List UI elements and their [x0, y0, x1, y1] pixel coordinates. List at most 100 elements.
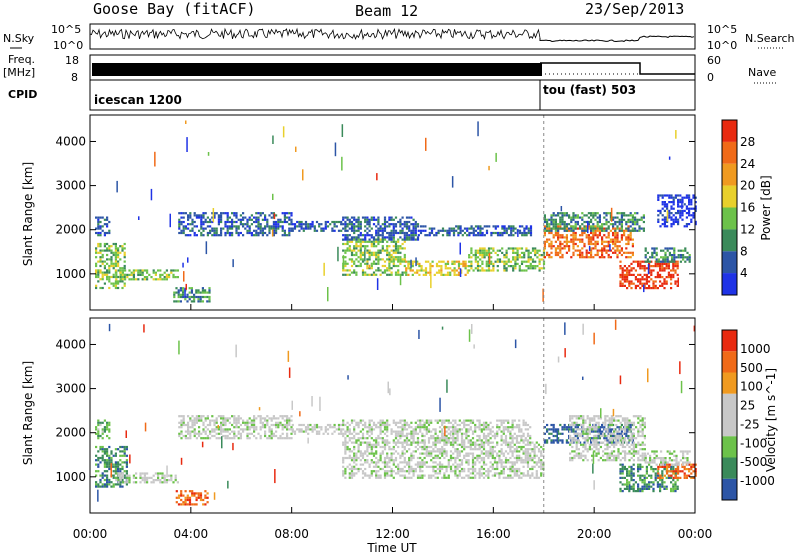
- echo-cell-6: [401, 273, 404, 276]
- echo-cell-0: [108, 258, 111, 261]
- echo-cell-4: [242, 234, 245, 237]
- echo-cell-8: [546, 423, 549, 427]
- echo-cell-4: [182, 229, 185, 232]
- echo-cell-13: [663, 280, 666, 283]
- echo-cell-11: [572, 245, 575, 248]
- echo-cell-6: [533, 443, 536, 446]
- echo-cell-9: [481, 256, 484, 259]
- echo-cell-12: [636, 218, 639, 221]
- echo-cell-6: [482, 456, 486, 460]
- echo-cell-10: [468, 227, 471, 230]
- echo-cell-10: [510, 231, 513, 235]
- echo-cell-6: [350, 465, 354, 468]
- echo-cell-10: [457, 227, 460, 230]
- echo-cell-1: [103, 430, 106, 433]
- echo-cell-7: [469, 419, 472, 422]
- echo-cell-2: [161, 273, 164, 276]
- echo-cell-6: [504, 459, 508, 462]
- echo-cell-10: [523, 231, 526, 235]
- echo-cell-6: [405, 463, 409, 466]
- echo-cell-2: [141, 472, 144, 475]
- echo-cell-15: [692, 194, 695, 197]
- echo-cell-14: [686, 258, 689, 261]
- echo-cell-4: [283, 231, 286, 235]
- echo-cell-7: [386, 220, 389, 224]
- echo-cell-0: [95, 251, 98, 254]
- echo-cell-4: [259, 227, 262, 230]
- echo-cell-10: [441, 229, 445, 232]
- echo-cell-7: [375, 234, 378, 237]
- echo-cell-9: [538, 262, 541, 265]
- echo-cell-11: [627, 256, 630, 259]
- echo-cell-7: [359, 225, 362, 228]
- echo-cell-3: [204, 490, 207, 493]
- echo-streak: [272, 135, 274, 144]
- echo-cell-6: [436, 448, 439, 451]
- echo-cell-4: [235, 225, 238, 228]
- echo-cell-9: [514, 251, 517, 254]
- echo-cell-7: [368, 426, 371, 429]
- echo-cell-7: [364, 423, 367, 427]
- echo-cell-6: [421, 470, 424, 473]
- echo-cell-10: [452, 227, 456, 230]
- echo-cell-9: [516, 254, 519, 257]
- echo-cell-11: [587, 242, 590, 246]
- echo-cell-7: [518, 430, 521, 433]
- echo-cell-13: [659, 267, 662, 270]
- echo-cell-12: [543, 216, 546, 219]
- echo-cell-6: [487, 470, 490, 473]
- echo-cell-2: [157, 269, 160, 272]
- echo-cell-7: [520, 428, 523, 431]
- echo-cell-7: [388, 225, 391, 228]
- echo-cell-11: [581, 251, 584, 254]
- echo-cell-6: [493, 467, 497, 471]
- echo-cell-10: [485, 231, 489, 235]
- echo-cell-11: [607, 245, 610, 248]
- echo-cell-10: [466, 229, 469, 232]
- echo-cell-1: [103, 234, 106, 237]
- echo-cell-7: [350, 227, 354, 230]
- echo-cell-7: [454, 430, 457, 433]
- echo-cell-4: [200, 234, 203, 237]
- echo-cell-15: [670, 207, 673, 210]
- echo-cell-5: [311, 223, 314, 226]
- echo-cell-8: [607, 428, 610, 431]
- echo-cell-6: [364, 467, 367, 471]
- echo-cell-6: [342, 456, 345, 460]
- echo-cell-3: [191, 492, 194, 495]
- echo-cell-3: [184, 496, 187, 499]
- echo-cell-2: [159, 278, 162, 281]
- echo-cell-3: [191, 490, 194, 493]
- echo-cell-10: [474, 229, 478, 232]
- echo-cell-9: [479, 249, 482, 252]
- echo-cell-6: [394, 271, 398, 274]
- echo-cell-2: [154, 273, 157, 276]
- echo-cell-6: [425, 452, 428, 455]
- echo-cell-0: [117, 476, 120, 479]
- echo-cell-3: [175, 496, 178, 499]
- echo-cell-7: [405, 223, 409, 226]
- echo-cell-14: [651, 254, 654, 257]
- echo-cell-9: [494, 260, 497, 263]
- echo-cell-11: [574, 249, 577, 252]
- echo-cell-7: [390, 236, 393, 239]
- echo-cell-5: [337, 423, 341, 427]
- echo-cell-7: [403, 419, 406, 422]
- echo-cell-12: [548, 229, 551, 232]
- echo-cell-15: [677, 205, 680, 208]
- echo-cell-6: [401, 247, 404, 250]
- echo-cell-6: [421, 452, 424, 455]
- echo-cell-2: [172, 481, 175, 484]
- echo-cell-15: [674, 218, 677, 221]
- echo-cell-6: [522, 461, 525, 464]
- echo-cell-7: [482, 421, 486, 424]
- echo-cell-4: [272, 220, 275, 224]
- echo-cell-5: [304, 430, 308, 433]
- echo-cell-6: [478, 476, 481, 479]
- echo-cell-6: [416, 443, 420, 446]
- echo-cell-7: [342, 434, 345, 438]
- echo-cell-2: [176, 481, 179, 484]
- echo-cell-7: [410, 432, 413, 435]
- echo-cell-10: [426, 234, 429, 237]
- echo-cell-6: [416, 456, 420, 460]
